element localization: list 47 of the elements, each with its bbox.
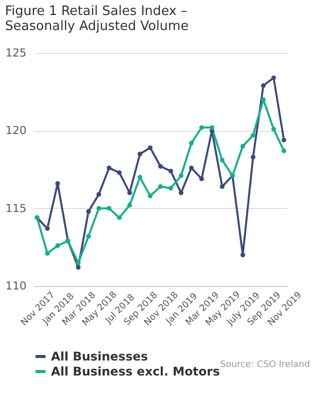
point <box>261 97 266 102</box>
point <box>282 148 286 154</box>
point <box>148 145 153 150</box>
y-tick-label: 125 <box>6 46 26 60</box>
point <box>55 243 60 248</box>
point <box>168 168 174 174</box>
point <box>282 138 286 142</box>
point <box>86 209 91 214</box>
point <box>117 215 122 220</box>
point <box>199 176 204 182</box>
point <box>271 126 276 132</box>
point <box>250 154 256 160</box>
point <box>55 181 60 186</box>
point <box>106 166 112 170</box>
point <box>127 202 132 208</box>
y-tick-label: 120 <box>6 124 26 138</box>
point <box>250 132 256 138</box>
point <box>148 194 153 198</box>
point <box>261 83 266 88</box>
point <box>168 186 174 190</box>
point <box>45 251 50 256</box>
point <box>220 158 225 163</box>
point <box>158 184 163 189</box>
point <box>189 140 194 146</box>
legend-label: All Business excl. Motors <box>51 364 220 378</box>
chart-title: Figure 1 Retail Sales Index – Seasonally Adjusted Volume <box>5 4 189 34</box>
point <box>76 265 81 270</box>
point <box>240 144 246 149</box>
point <box>138 152 142 156</box>
point <box>271 76 276 80</box>
point <box>240 252 246 258</box>
point <box>189 166 194 170</box>
point <box>178 173 184 178</box>
y-tick-label: 115 <box>6 202 26 215</box>
point <box>210 125 214 130</box>
point <box>96 206 102 211</box>
point <box>45 226 50 231</box>
point <box>158 164 163 169</box>
point <box>220 184 225 189</box>
point <box>117 170 122 175</box>
legend-label: All Businesses <box>51 350 148 364</box>
source-note: Source: CSO Ireland <box>220 360 310 370</box>
point <box>86 234 91 239</box>
point <box>199 125 204 130</box>
point <box>106 206 112 211</box>
y-tick-label: 110 <box>6 280 26 292</box>
point <box>96 192 102 197</box>
